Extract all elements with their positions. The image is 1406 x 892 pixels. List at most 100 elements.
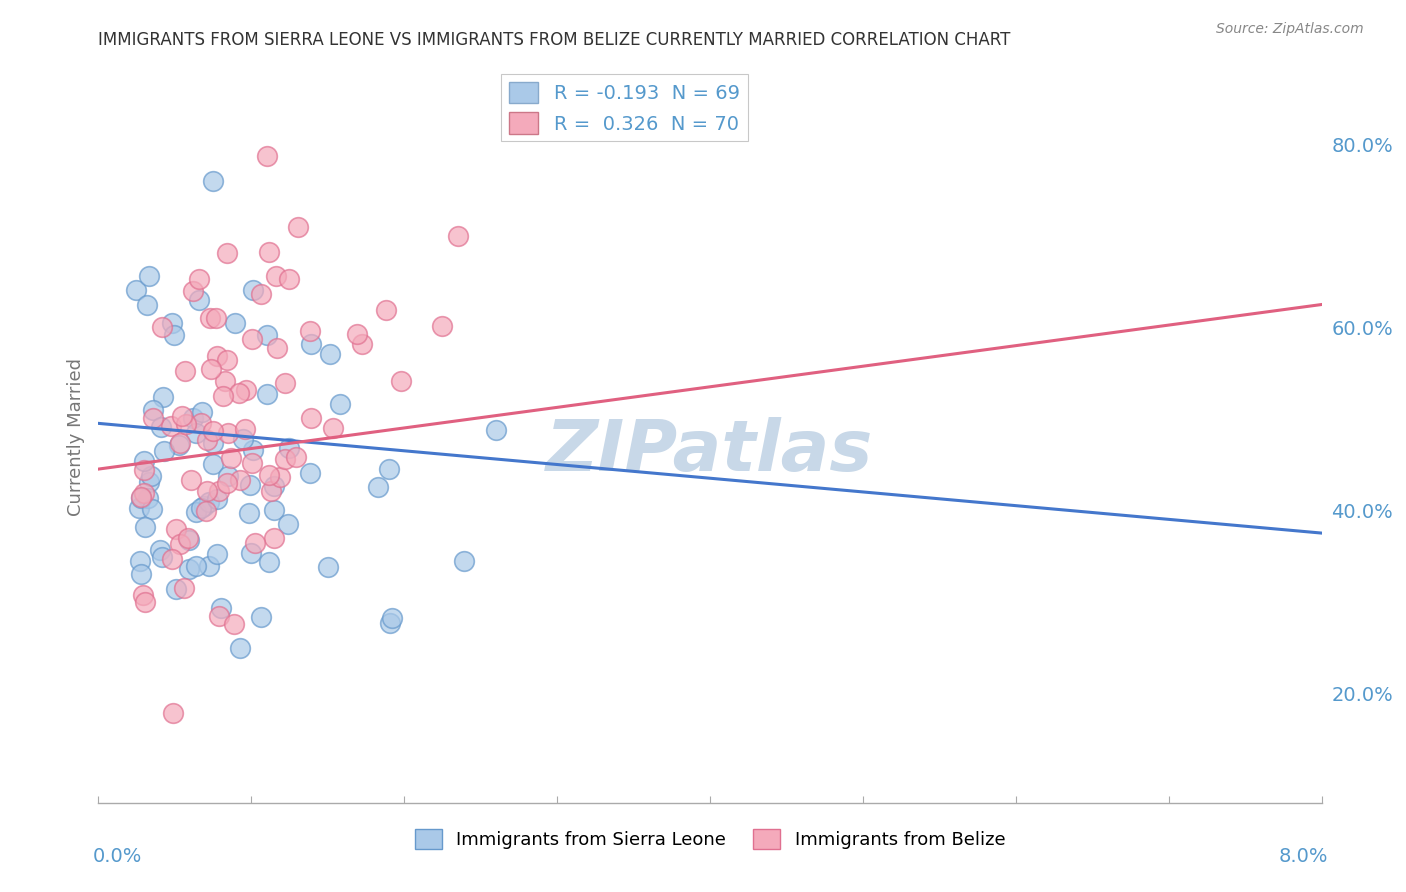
Point: [389, 375, 412, 389]
Point: [160, 552, 183, 566]
Point: [378, 462, 401, 476]
Point: [174, 364, 197, 378]
Point: [239, 477, 262, 491]
Point: [256, 149, 278, 163]
Point: [141, 502, 163, 516]
Point: [142, 411, 165, 425]
Point: [149, 419, 172, 434]
Point: [201, 436, 224, 450]
Point: [346, 326, 368, 341]
Point: [149, 542, 172, 557]
Point: [242, 443, 264, 458]
Point: [263, 502, 285, 516]
Point: [181, 410, 204, 425]
Point: [195, 433, 218, 447]
Point: [257, 245, 280, 260]
Point: [211, 600, 233, 615]
Point: [277, 516, 299, 531]
Point: [367, 480, 389, 494]
Point: [249, 609, 271, 624]
Point: [278, 441, 301, 455]
Point: [138, 269, 160, 284]
Point: [183, 285, 205, 299]
Point: [240, 456, 263, 470]
Point: [208, 484, 231, 499]
Point: [381, 610, 404, 624]
Point: [160, 419, 183, 434]
Text: Source: ZipAtlas.com: Source: ZipAtlas.com: [1216, 22, 1364, 37]
Point: [136, 491, 159, 505]
Point: [187, 293, 209, 307]
Point: [284, 450, 307, 464]
Point: [169, 537, 191, 551]
Point: [186, 558, 208, 573]
Point: [167, 438, 190, 452]
Point: [266, 341, 288, 355]
Point: [191, 404, 214, 418]
Point: [202, 425, 225, 439]
Point: [125, 284, 148, 298]
Point: [162, 706, 184, 720]
Point: [165, 522, 187, 536]
Point: [217, 468, 239, 483]
Point: [190, 416, 212, 430]
Point: [219, 451, 242, 466]
Point: [160, 316, 183, 330]
Point: [202, 457, 225, 471]
Point: [193, 500, 215, 514]
Point: [205, 311, 228, 326]
Point: [243, 535, 266, 549]
Point: [132, 463, 155, 477]
Point: [229, 640, 252, 655]
Point: [173, 581, 195, 595]
Point: [184, 425, 207, 440]
Point: [375, 302, 398, 317]
Point: [256, 328, 278, 343]
Point: [176, 531, 198, 545]
Point: [224, 616, 246, 631]
Point: [264, 269, 287, 284]
Point: [208, 609, 231, 624]
Point: [207, 349, 229, 363]
Point: [259, 484, 281, 499]
Point: [217, 426, 239, 441]
Point: [257, 468, 280, 483]
Point: [235, 384, 257, 398]
Point: [352, 337, 374, 351]
Point: [129, 567, 152, 582]
Point: [198, 494, 221, 508]
Point: [215, 245, 238, 260]
Point: [172, 409, 194, 423]
Point: [129, 491, 152, 505]
Point: [299, 466, 322, 480]
Point: [217, 353, 239, 368]
Point: [242, 332, 264, 346]
Point: [134, 595, 156, 609]
Point: [256, 387, 278, 401]
Y-axis label: Currently Married: Currently Married: [66, 358, 84, 516]
Point: [188, 272, 211, 286]
Point: [228, 386, 250, 401]
Point: [129, 490, 152, 504]
Text: ZIPatlas: ZIPatlas: [547, 417, 873, 486]
Point: [163, 328, 186, 343]
Point: [200, 362, 222, 376]
Point: [299, 337, 322, 351]
Point: [316, 559, 339, 574]
Point: [165, 582, 187, 596]
Point: [242, 283, 264, 297]
Point: [274, 452, 297, 467]
Point: [184, 505, 207, 519]
Point: [128, 501, 150, 516]
Point: [195, 503, 218, 517]
Point: [238, 506, 260, 520]
Text: IMMIGRANTS FROM SIERRA LEONE VS IMMIGRANTS FROM BELIZE CURRENTLY MARRIED CORRELA: IMMIGRANTS FROM SIERRA LEONE VS IMMIGRAN…: [98, 31, 1011, 49]
Point: [299, 411, 322, 425]
Point: [200, 311, 222, 326]
Point: [195, 483, 218, 498]
Point: [257, 555, 280, 569]
Point: [132, 454, 155, 468]
Point: [132, 588, 155, 602]
Point: [287, 220, 309, 235]
Text: 8.0%: 8.0%: [1278, 847, 1327, 866]
